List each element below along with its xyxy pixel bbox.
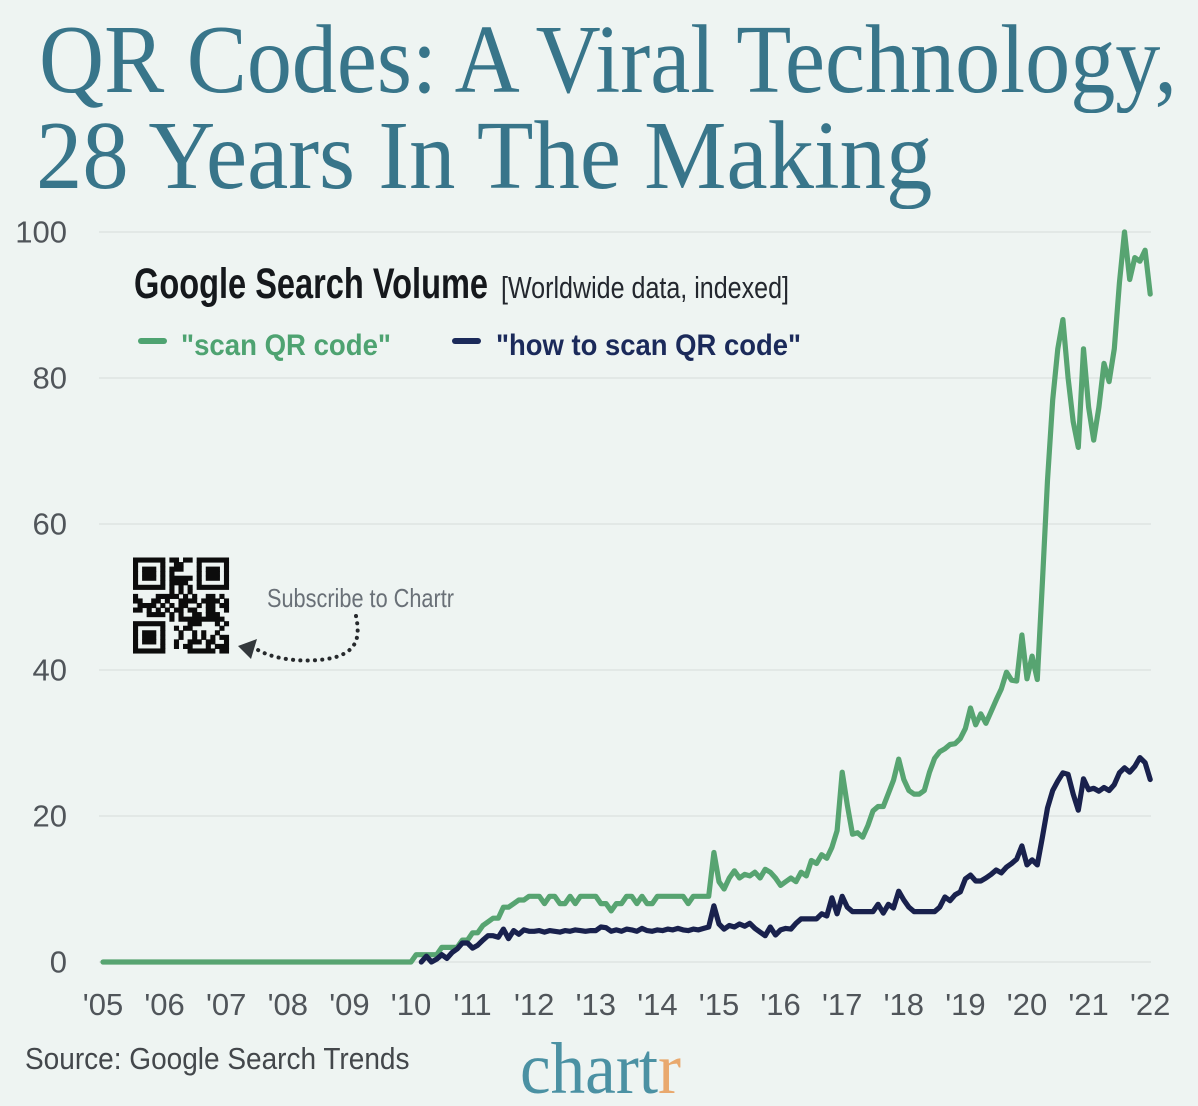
svg-text:'20: '20 [1007,987,1047,1022]
svg-text:'13: '13 [576,987,616,1022]
svg-text:20: 20 [33,799,67,834]
svg-text:100: 100 [15,215,67,250]
svg-text:'05: '05 [83,987,123,1022]
svg-text:'17: '17 [822,987,862,1022]
svg-text:'14: '14 [637,987,677,1022]
svg-text:'15: '15 [699,987,739,1022]
svg-text:'22: '22 [1130,987,1170,1022]
svg-text:'08: '08 [268,987,308,1022]
svg-text:'18: '18 [884,987,924,1022]
svg-text:'12: '12 [514,987,554,1022]
svg-text:'19: '19 [945,987,985,1022]
svg-text:0: 0 [50,945,67,980]
svg-text:'07: '07 [206,987,246,1022]
svg-text:'10: '10 [391,987,431,1022]
svg-text:80: 80 [33,361,67,396]
svg-text:'09: '09 [329,987,369,1022]
svg-text:'11: '11 [454,987,492,1022]
svg-text:40: 40 [33,653,67,688]
svg-text:'16: '16 [760,987,800,1022]
svg-text:'21: '21 [1068,987,1108,1022]
svg-text:'06: '06 [144,987,184,1022]
svg-text:60: 60 [33,507,67,542]
